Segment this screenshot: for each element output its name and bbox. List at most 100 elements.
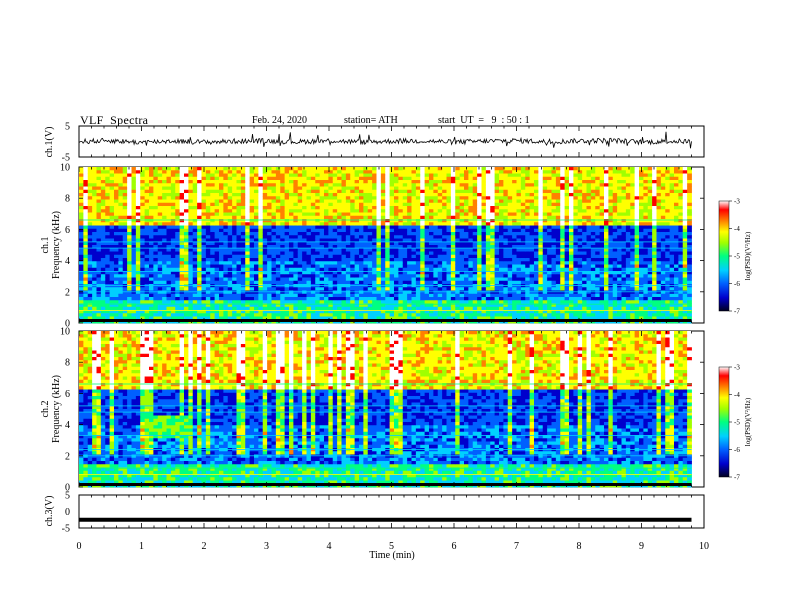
spectrogram-cell <box>214 202 220 207</box>
spectrogram-cell <box>507 251 513 256</box>
spectrogram-cell <box>223 232 229 236</box>
spectrogram-cell <box>223 293 229 298</box>
spectrogram-cell <box>118 306 124 311</box>
spectrogram-cell <box>507 189 513 194</box>
spectrogram-cell <box>494 297 500 301</box>
spectrogram-cell <box>114 196 119 200</box>
spectrogram-cell <box>398 306 404 311</box>
spectrogram-cell <box>464 271 469 275</box>
spectrogram-cell <box>289 170 294 174</box>
spectrogram-cell <box>258 310 264 314</box>
spectrogram-cell <box>372 287 377 291</box>
spectrogram-cell <box>350 199 356 204</box>
spectrogram-cell <box>490 232 496 236</box>
spectrogram-cell <box>122 258 128 262</box>
spectrogram-cell <box>429 176 434 181</box>
spectrogram-cell <box>109 170 115 174</box>
spectrogram-cell <box>267 176 272 181</box>
spectrogram-cell <box>162 313 167 317</box>
spectrogram-cell <box>520 196 526 200</box>
spectrogram-cell <box>424 183 430 187</box>
spectrogram-cell <box>267 248 272 252</box>
spectrogram-cell <box>363 245 369 249</box>
spectrogram-cell <box>433 254 439 259</box>
spectrogram-cell <box>372 193 377 197</box>
spectrogram-cell <box>407 196 412 200</box>
spectrogram-cell <box>446 235 452 239</box>
spectrogram-cell <box>385 306 391 311</box>
spectrogram-cell <box>363 293 369 298</box>
spectrogram-cell <box>79 274 84 278</box>
spectrogram-cell <box>433 235 439 239</box>
spectrogram-cell <box>105 219 111 223</box>
spectrogram-cell <box>503 297 509 301</box>
spectrogram-cell <box>210 306 216 311</box>
spectrogram-cell <box>280 209 286 213</box>
spectrogram-cell <box>271 193 277 197</box>
spectrogram-cell <box>468 251 474 256</box>
spectrogram-cell <box>464 310 469 314</box>
spectrogram-cell <box>83 206 89 210</box>
spectrogram-cell <box>437 280 443 285</box>
spectrogram-cell <box>494 196 500 200</box>
spectrogram-cell <box>170 245 176 249</box>
spectrogram-cell <box>271 300 277 304</box>
spectrogram-cell <box>446 222 452 226</box>
spectrogram-cell <box>197 251 202 256</box>
spectrogram-cell <box>372 254 377 259</box>
spectrogram-cell <box>420 306 426 311</box>
spectrogram-cell <box>135 212 141 217</box>
spectrogram-cell <box>477 241 482 246</box>
spectrogram-cell <box>236 280 242 285</box>
spectrogram-cell <box>324 274 329 278</box>
spectrogram-cell <box>376 228 382 233</box>
spectrogram-cell <box>376 303 382 308</box>
spectrogram-cell <box>109 219 115 223</box>
spectrogram-cell <box>267 310 272 314</box>
spectrogram-cell <box>131 303 137 308</box>
spectrogram-cell <box>450 202 456 207</box>
spectrogram-cell <box>267 215 272 220</box>
spectrogram-cell <box>372 290 377 295</box>
spectrogram-cell <box>520 261 526 265</box>
spectrogram-cell <box>188 206 194 210</box>
spectrogram-cell <box>267 303 272 308</box>
spectrogram-cell <box>512 170 517 174</box>
spectrogram-cell <box>157 261 163 265</box>
spectrogram-cell <box>507 248 513 252</box>
spectrogram-cell <box>267 209 272 213</box>
spectrogram-cell <box>249 274 255 278</box>
spectrogram-cell <box>127 212 132 217</box>
spectrogram-cell <box>359 297 364 301</box>
spectrogram-cell <box>149 274 154 278</box>
spectrogram-cell <box>380 215 386 220</box>
spectrogram-cell <box>205 306 211 311</box>
spectrogram-cell <box>249 196 255 200</box>
spectrogram-cell <box>520 293 526 298</box>
spectrogram-cell <box>192 300 198 304</box>
spectrogram-cell <box>477 267 482 272</box>
spectrogram-cell <box>407 316 412 321</box>
spectrogram-cell <box>520 238 526 243</box>
spectrogram-cell <box>131 215 137 220</box>
spectrogram-cell <box>87 189 93 194</box>
spectrogram-cell <box>114 228 119 233</box>
spectrogram-cell <box>92 251 97 256</box>
spectrogram-cell <box>450 261 456 265</box>
spectrogram-cell <box>499 248 504 252</box>
spectrogram-cell <box>420 264 426 269</box>
spectrogram-cell <box>144 261 150 265</box>
spectrogram-cell <box>525 258 531 262</box>
spectrogram-cell <box>254 228 259 233</box>
spectrogram-cell <box>516 277 522 282</box>
spectrogram-cell <box>184 313 189 317</box>
spectrogram-cell <box>429 310 434 314</box>
spectrogram-cell <box>429 264 434 269</box>
spectrogram-cell <box>354 180 360 184</box>
spectrogram-cell <box>429 189 434 194</box>
spectrogram-cell <box>280 300 286 304</box>
spectrogram-cell <box>170 225 176 230</box>
spectrogram-cell <box>324 193 329 197</box>
spectrogram-cell <box>140 222 146 226</box>
spectrogram-cell <box>525 183 531 187</box>
